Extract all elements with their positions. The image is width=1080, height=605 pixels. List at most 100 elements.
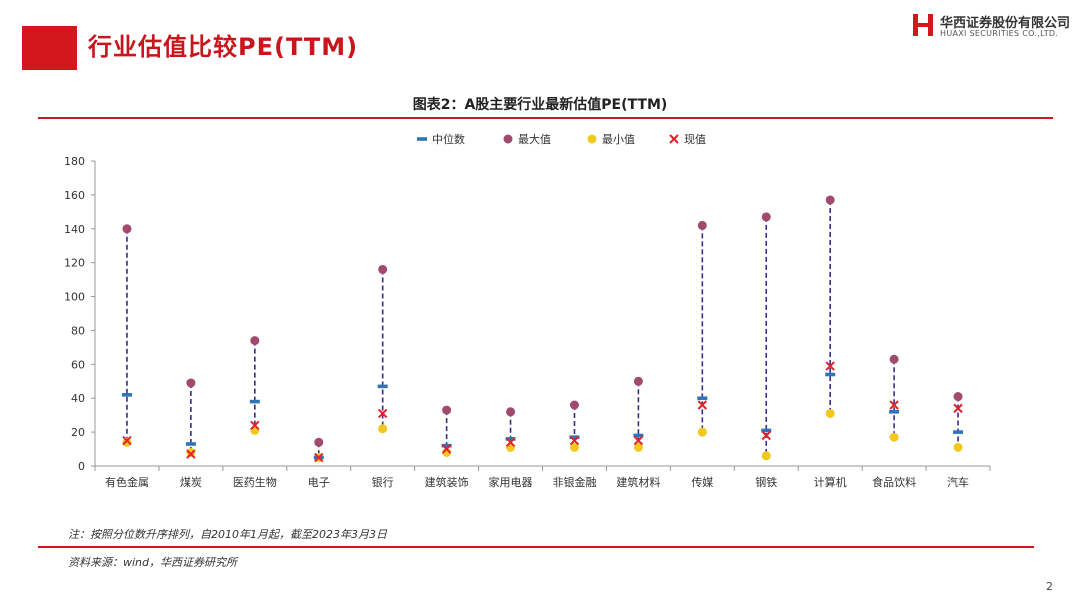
legend-label: 最小值 (602, 133, 635, 146)
figure-title: 图表2：A股主要行业最新估值PE(TTM) (412, 97, 668, 113)
min-point (569, 442, 579, 452)
current-point (889, 400, 899, 410)
max-point (378, 264, 388, 274)
min-point (953, 442, 963, 452)
max-point (697, 220, 707, 230)
logo-name-cn: 华西证券股份有限公司 (940, 16, 1071, 31)
page-number: 2 (1046, 580, 1053, 593)
max-point (442, 405, 452, 415)
huaxi-logo-icon (913, 14, 933, 36)
min-point (378, 424, 388, 434)
x-tick-label: 计算机 (814, 475, 847, 489)
x-marker-stroke (697, 400, 708, 410)
min-point (761, 451, 771, 461)
x-tick-label: 银行 (372, 475, 394, 489)
y-tick-label: 100 (64, 291, 85, 304)
chart-legend: 中位数 最大值 最小值 现值 (417, 132, 706, 146)
median-point (953, 430, 964, 434)
x-marker-stroke (186, 449, 196, 459)
max-point (122, 224, 132, 234)
x-tick-label: 煤炭 (180, 476, 202, 489)
chart-marks (121, 195, 964, 463)
x-marker-stroke (825, 361, 835, 371)
divider-top (38, 117, 1053, 119)
x-tick-label: 传媒 (691, 476, 713, 489)
x-marker-stroke (953, 403, 963, 414)
current-point (633, 435, 644, 446)
y-tick-label: 60 (71, 358, 85, 371)
max-point (314, 437, 324, 447)
legend-label: 最大值 (518, 132, 551, 146)
x-tick-label: 有色金属 (105, 475, 149, 489)
y-tick-label: 20 (71, 426, 85, 439)
x-tick-label: 食品饮料 (872, 475, 916, 489)
legend-median-icon (417, 137, 427, 141)
y-tick-label: 160 (64, 189, 85, 202)
median-point (121, 393, 132, 397)
median-point (697, 396, 708, 401)
y-tick-label: 120 (64, 257, 85, 270)
x-tick-label: 家用电器 (489, 475, 533, 489)
current-point (314, 452, 324, 463)
x-marker-stroke (441, 444, 452, 454)
x-marker-stroke (569, 435, 580, 446)
current-point (697, 400, 708, 410)
company-logo: 华西证券股份有限公司 HUAXI SECURITIES CO.,LTD. (912, 10, 1072, 42)
current-point (505, 437, 516, 447)
x-tick-label: 钢铁 (755, 476, 777, 489)
y-tick-label: 0 (78, 460, 85, 473)
legend-x-icon (669, 134, 679, 144)
max-point (953, 392, 963, 402)
x-marker-stroke (122, 435, 132, 446)
median-point (825, 372, 836, 377)
x-tick-label: 建筑装饰 (425, 475, 469, 489)
median-point (889, 409, 900, 414)
logo-name-en: HUAXI SECURITIES CO.,LTD. (940, 29, 1059, 38)
max-point (186, 378, 196, 388)
x-tick-label: 建筑材料 (616, 475, 660, 489)
current-point (825, 361, 835, 371)
median-point (505, 437, 516, 441)
current-point (761, 430, 771, 441)
min-point (889, 432, 899, 442)
max-point (250, 336, 260, 346)
x-marker-stroke (761, 430, 771, 441)
divider-bottom (38, 546, 1034, 548)
median-point (377, 384, 388, 389)
current-point (953, 403, 963, 414)
x-tick-label: 汽车 (947, 475, 969, 489)
data-source: 资料来源：wind，华西证券研究所 (68, 556, 238, 569)
y-tick-label: 40 (71, 392, 85, 405)
min-point (825, 408, 835, 418)
current-point (377, 408, 388, 419)
max-point (825, 195, 835, 205)
chart-axes: 0 20 40 60 80 100 120 140 160 180 有色金属 煤炭 医药生物 电子 银行 建筑… (64, 155, 991, 489)
min-point (186, 447, 196, 457)
min-point (633, 442, 643, 452)
min-point (122, 437, 132, 447)
x-tick-label: 电子 (308, 476, 330, 489)
x-marker-stroke (314, 452, 324, 463)
x-marker-stroke (505, 437, 516, 447)
current-point (122, 435, 132, 446)
median-point (569, 435, 580, 439)
max-point (761, 212, 771, 222)
x-marker-stroke (633, 435, 644, 446)
pe-range-chart: 中位数 最大值 最小值 现值 0 20 40 60 80 100 120 140 160 180 有色金属… (64, 132, 991, 489)
median-point (441, 443, 452, 448)
median-point (761, 428, 772, 433)
header-accent-block (22, 26, 77, 70)
chart-note: 注：按照分位数升序排列，自2010年1月起，截至2023年3月3日 (68, 528, 387, 541)
x-marker-stroke (669, 134, 679, 144)
max-point (506, 407, 516, 417)
median-point (633, 433, 644, 438)
y-tick-label: 180 (64, 155, 85, 168)
max-point (633, 376, 643, 386)
median-point (185, 442, 196, 446)
legend-circle-icon (503, 134, 513, 144)
legend-circle-icon (587, 134, 597, 144)
x-tick-label: 非银金融 (552, 475, 596, 489)
min-point (697, 427, 707, 437)
legend-label: 现值 (684, 133, 706, 146)
max-point (569, 400, 579, 410)
